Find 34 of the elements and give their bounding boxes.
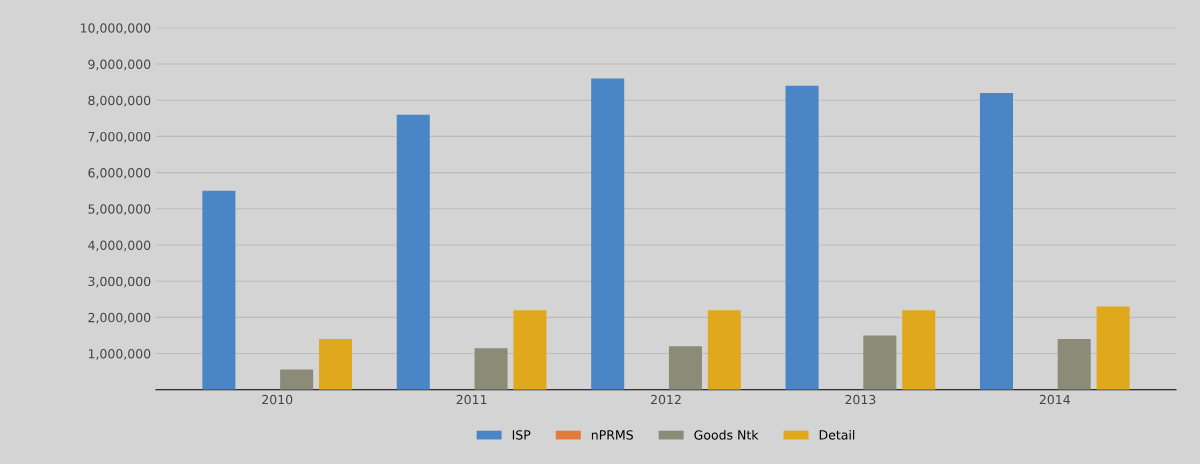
bar [319, 339, 353, 390]
legend-label: nPRMS [591, 430, 633, 440]
bar [979, 92, 1013, 390]
bar [902, 310, 936, 390]
bar [1096, 306, 1130, 390]
y-tick-label: 3,000,000 [88, 276, 151, 288]
legend-label: ISP [512, 430, 531, 440]
bar [396, 114, 430, 390]
x-tick-label: 2013 [845, 394, 876, 405]
bar [513, 310, 547, 390]
legend-label: Goods Ntk [694, 429, 759, 440]
bar [591, 78, 625, 390]
legend-label: Detail [819, 429, 855, 440]
bar [707, 310, 741, 390]
x-tick-label: 2014 [1039, 394, 1070, 405]
y-tick-label: 9,000,000 [88, 59, 151, 71]
y-tick-label: 7,000,000 [88, 131, 151, 143]
bar [668, 346, 702, 390]
bar [863, 335, 897, 390]
y-tick-label: 4,000,000 [88, 240, 151, 252]
y-tick-label: 2,000,000 [88, 312, 151, 324]
y-tick-label: 5,000,000 [88, 204, 151, 215]
y-tick-label: 10,000,000 [80, 23, 151, 35]
bar [1057, 339, 1091, 390]
x-tick-label: 2010 [262, 394, 293, 405]
y-tick-label: 1,000,000 [88, 349, 151, 360]
bar [280, 369, 314, 390]
bar [474, 348, 508, 390]
x-tick-label: 2012 [651, 394, 681, 405]
y-tick-label: 8,000,000 [88, 95, 151, 107]
x-tick-label: 2011 [456, 394, 487, 405]
bar [785, 85, 819, 390]
bar [202, 190, 236, 390]
y-tick-label: 6,000,000 [88, 168, 151, 179]
